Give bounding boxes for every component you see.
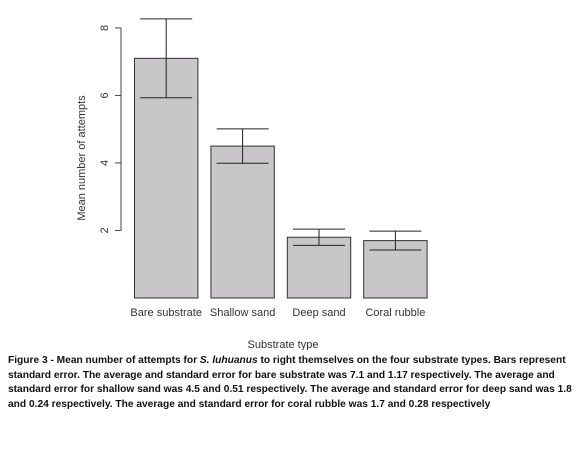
caption-species: S. luhuanus (199, 355, 258, 366)
bar (286, 236, 352, 299)
y-tick-label: 2 (99, 227, 111, 233)
caption: Figure 3 - Mean number of attempts for S… (8, 354, 574, 412)
x-tick-label: Deep sand (292, 307, 345, 319)
bar (210, 145, 275, 299)
x-tick-label: Bare substrate (130, 307, 202, 319)
x-tick-label: Coral rubble (365, 307, 425, 319)
y-tick-label: 6 (99, 92, 111, 98)
caption-text: to right themselves on the four substrat… (8, 355, 572, 410)
x-tick-label: Shallow sand (210, 307, 275, 319)
y-tick-label: 4 (99, 160, 111, 166)
caption-label: Figure 3 - Mean number of attempts for (8, 355, 200, 366)
y-axis-label: Mean number of attempts (76, 95, 88, 221)
y-tick-label: 8 (99, 25, 111, 31)
x-axis-label: Substrate type (248, 339, 319, 350)
chart: Substrate type Mean number of attempts 2… (76, 18, 428, 350)
